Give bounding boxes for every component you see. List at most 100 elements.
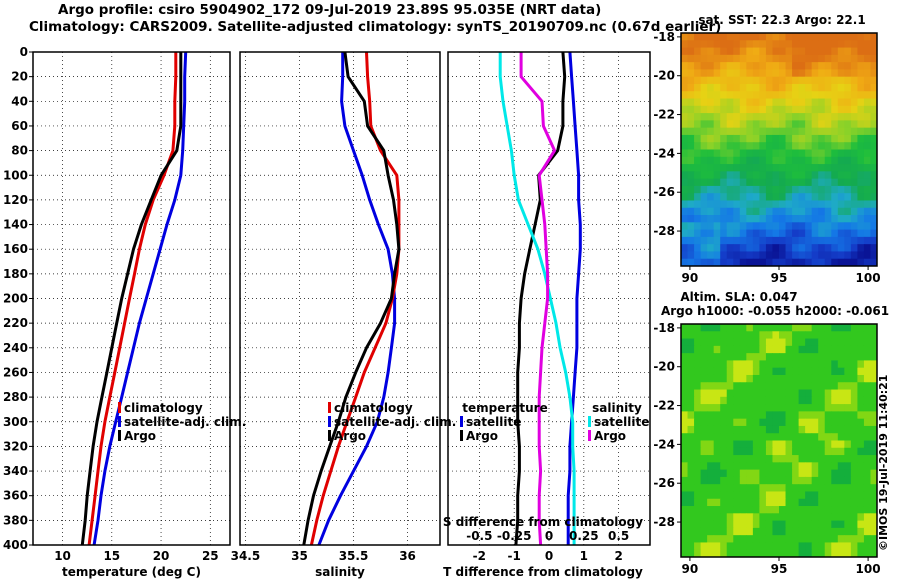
sla-map-cell [850, 542, 858, 551]
sla-map-cell [785, 411, 793, 420]
sla-map-cell [746, 476, 754, 485]
sla-map-cell [746, 527, 754, 536]
sla-map-cell [752, 374, 760, 383]
sst-map-cell [765, 113, 773, 121]
sla-map-cell [818, 498, 826, 507]
sla-map-cell [739, 353, 747, 361]
sla-map-cell [857, 360, 865, 369]
sla-map-cell [681, 440, 689, 449]
sla-map-cell [837, 513, 845, 522]
sla-map-cell [759, 447, 767, 456]
sst-map-cell [694, 127, 702, 136]
sst-map-cell [824, 127, 832, 136]
sla-map-cell [759, 411, 767, 420]
sla-map-cell [844, 476, 852, 485]
sla-map-cell [707, 425, 715, 434]
sla-map-cell [798, 549, 806, 558]
sst-map-cell [798, 156, 806, 165]
sst-map-cell [837, 54, 845, 63]
sst-map-cell [694, 76, 702, 85]
sst-map-cell [772, 33, 780, 41]
sla-map-cell [707, 440, 715, 449]
sla-map-cell [870, 520, 878, 529]
sst-map-cell [681, 156, 689, 165]
sla-map-cell [870, 374, 878, 383]
sla-map-cell [707, 396, 715, 405]
sst-map-cell [687, 178, 695, 187]
sla-map-cell [811, 345, 819, 354]
sla-map-cell [850, 367, 858, 376]
sst-map-cell [726, 178, 734, 187]
sst-map-cell [831, 178, 839, 187]
sst-map-cell [779, 76, 787, 85]
sla-map-cell [707, 535, 715, 543]
sst-map-cell [687, 200, 695, 209]
sla-map-cell [824, 513, 832, 522]
sla-map-cell [805, 396, 813, 405]
salinity-axis-label: salinity [315, 565, 365, 579]
sst-map-cell [746, 236, 754, 245]
sst-map-cell [726, 222, 734, 231]
sst-map-cell [870, 222, 878, 231]
sla-map-cell [805, 542, 813, 551]
sla-map-cell [831, 527, 839, 536]
sla-map-cell [850, 506, 858, 514]
sla-map-cell [765, 527, 773, 536]
sla-map-cell [798, 542, 806, 551]
sla-map-cell [687, 527, 695, 536]
sst-map-cell [739, 229, 747, 238]
sst-map-cell [739, 98, 747, 107]
sst-map-cell [720, 171, 728, 180]
sla-map-cell [779, 549, 787, 558]
sla-map-cell [687, 506, 695, 514]
sla-map-cell [824, 374, 832, 383]
sst-map-cell [811, 134, 819, 143]
sst-map-cell [759, 236, 767, 245]
sst-map-cell [746, 215, 754, 223]
sst-map-cell [824, 222, 832, 231]
sla-map-cell [863, 338, 871, 347]
sla-map-cell [785, 520, 793, 529]
sst-map-cell [857, 105, 865, 114]
sst-map-cell [700, 215, 708, 223]
sst-map-cell [850, 127, 858, 136]
sst-map-cell [687, 251, 695, 260]
sla-map-cell [779, 520, 787, 529]
sla-map-cell [765, 447, 773, 456]
sla-map-cell [726, 418, 734, 427]
sla-map-cell [779, 527, 787, 536]
sla-map-cell [811, 389, 819, 398]
sla-map-cell [831, 324, 839, 332]
sla-map-cell [785, 506, 793, 514]
sst-map-cell [863, 244, 871, 252]
sla-map-cell [792, 345, 800, 354]
sst-map-cell [805, 134, 813, 143]
sla-map-cell [739, 345, 747, 354]
sla-map-cell [746, 469, 754, 478]
sst-map-cell [694, 251, 702, 260]
sla-map-cell [700, 476, 708, 485]
sla-map-cell [837, 484, 845, 492]
sla-map-cell [818, 396, 826, 405]
sst-map-cell [765, 178, 773, 187]
sla-map-cell [785, 404, 793, 412]
sla-map-cell [792, 360, 800, 369]
sla-map-cell [818, 418, 826, 427]
sla-lon-tick-label: 90 [682, 562, 699, 576]
sla-map-cell [837, 338, 845, 347]
sst-map-cell [863, 91, 871, 100]
sst-map [681, 33, 878, 267]
sla-map-cell [863, 476, 871, 485]
sst-map-cell [713, 229, 721, 238]
sla-map-cell [831, 513, 839, 522]
sla-map-cell [837, 447, 845, 456]
sla-map-cell [857, 389, 865, 398]
sla-map-cell [752, 476, 760, 485]
sst-map-cell [733, 69, 741, 78]
sst-map-cell [824, 98, 832, 107]
sst-map-cell [772, 120, 780, 129]
sst-map-cell [779, 207, 787, 216]
sst-map-cell [694, 229, 702, 238]
sla-map-cell [779, 353, 787, 361]
sla-map-cell [720, 535, 728, 543]
